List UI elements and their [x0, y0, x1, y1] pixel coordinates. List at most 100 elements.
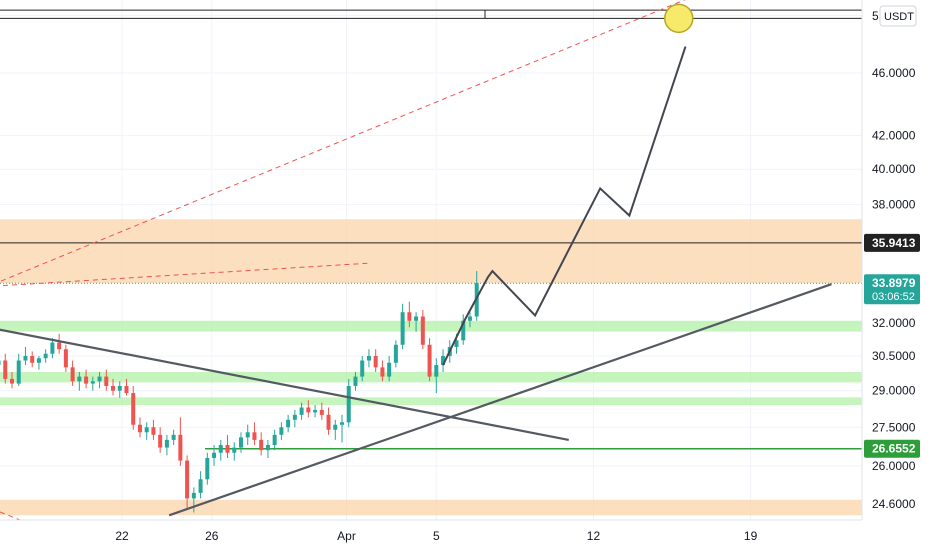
candle[interactable]: [387, 362, 392, 377]
candle[interactable]: [306, 407, 311, 413]
y-tick-label: 24.6000: [872, 497, 916, 511]
zone-green-support-28.6[interactable]: [0, 397, 862, 406]
candle[interactable]: [111, 385, 116, 391]
zone-green-support-29.6[interactable]: [0, 371, 862, 383]
candle[interactable]: [373, 355, 378, 368]
candle[interactable]: [16, 360, 21, 384]
currency-label: USDT: [884, 11, 914, 23]
currency-badge[interactable]: [879, 5, 917, 27]
candle[interactable]: [198, 479, 203, 493]
candle[interactable]: [333, 424, 338, 430]
candle[interactable]: [467, 316, 472, 321]
candle[interactable]: [245, 432, 250, 438]
candle[interactable]: [299, 407, 304, 415]
y-tick-label: 29.0000: [872, 384, 916, 398]
candle[interactable]: [346, 385, 351, 423]
price-label: 33.8979: [872, 276, 916, 290]
candle[interactable]: [212, 452, 217, 458]
candle[interactable]: [205, 457, 210, 480]
red-dashed-channel-upper[interactable]: [0, 0, 728, 291]
candle[interactable]: [259, 439, 264, 451]
candle[interactable]: [252, 432, 257, 440]
y-tick-label: 5: [872, 9, 879, 23]
candle[interactable]: [434, 365, 439, 377]
candle[interactable]: [137, 424, 142, 433]
candle[interactable]: [225, 445, 230, 453]
x-tick-label: 26: [205, 529, 219, 543]
zone-green-support-32[interactable]: [0, 320, 862, 332]
candle[interactable]: [232, 447, 237, 453]
red-dashed-channel-lower[interactable]: [0, 262, 369, 287]
candle[interactable]: [292, 414, 297, 420]
candle[interactable]: [380, 367, 385, 377]
zone-orange-resistance[interactable]: [0, 219, 862, 284]
candle[interactable]: [104, 376, 109, 386]
candle[interactable]: [353, 376, 358, 386]
candle[interactable]: [3, 360, 8, 379]
candle[interactable]: [178, 434, 183, 461]
zone-orange-bottom[interactable]: [0, 499, 862, 516]
candle[interactable]: [427, 344, 432, 377]
y-tick-label: 38.0000: [872, 198, 916, 212]
candle[interactable]: [265, 445, 270, 451]
candle[interactable]: [30, 355, 35, 363]
candle[interactable]: [23, 355, 28, 361]
candle[interactable]: [420, 316, 425, 345]
ascending-trendline[interactable]: [168, 283, 832, 517]
candle[interactable]: [393, 344, 398, 363]
candle[interactable]: [0, 360, 1, 366]
candle[interactable]: [36, 358, 41, 363]
candle[interactable]: [171, 434, 176, 440]
candle[interactable]: [279, 427, 284, 435]
candle[interactable]: [191, 492, 196, 499]
candle[interactable]: [131, 393, 136, 425]
candle[interactable]: [117, 385, 122, 391]
candle[interactable]: [57, 342, 62, 350]
candle[interactable]: [326, 414, 331, 430]
candle[interactable]: [50, 342, 55, 354]
candle[interactable]: [43, 353, 48, 359]
candle[interactable]: [407, 312, 412, 321]
candle[interactable]: [454, 340, 459, 347]
candle[interactable]: [441, 355, 446, 366]
candle[interactable]: [366, 355, 371, 361]
x-tick-label: Apr: [337, 529, 356, 543]
y-tick-label: 27.5000: [872, 420, 916, 434]
price-label: 35.9413: [872, 236, 916, 250]
projection-path[interactable]: [442, 46, 687, 366]
candle[interactable]: [272, 434, 277, 446]
candle[interactable]: [124, 385, 129, 394]
candle[interactable]: [97, 376, 102, 382]
candle[interactable]: [218, 445, 223, 453]
descending-trendline[interactable]: [0, 325, 569, 441]
candle[interactable]: [400, 312, 405, 345]
candle[interactable]: [9, 378, 14, 384]
candle[interactable]: [340, 422, 345, 425]
candle[interactable]: [151, 427, 156, 435]
candle[interactable]: [77, 376, 82, 382]
candle[interactable]: [70, 367, 75, 382]
candle[interactable]: [414, 316, 419, 321]
y-tick-label: 26.0000: [872, 459, 916, 473]
price-label: 26.6552: [872, 442, 916, 456]
candle[interactable]: [63, 349, 68, 368]
target-circle[interactable]: [664, 3, 694, 34]
candle[interactable]: [144, 427, 149, 433]
price-label-box: [864, 274, 920, 305]
candle[interactable]: [164, 439, 169, 448]
candle[interactable]: [238, 437, 243, 448]
candle[interactable]: [319, 409, 324, 415]
projection: [442, 3, 694, 366]
candle[interactable]: [461, 320, 466, 341]
candle[interactable]: [84, 376, 89, 384]
candle[interactable]: [313, 409, 318, 413]
candle[interactable]: [90, 381, 95, 384]
time-axis: 22 26 Apr 5 12 19: [115, 529, 757, 543]
candle[interactable]: [286, 419, 291, 428]
candle[interactable]: [360, 360, 365, 377]
candle[interactable]: [158, 434, 163, 448]
candle[interactable]: [185, 460, 190, 499]
horizontal-lines: [0, 9, 862, 450]
